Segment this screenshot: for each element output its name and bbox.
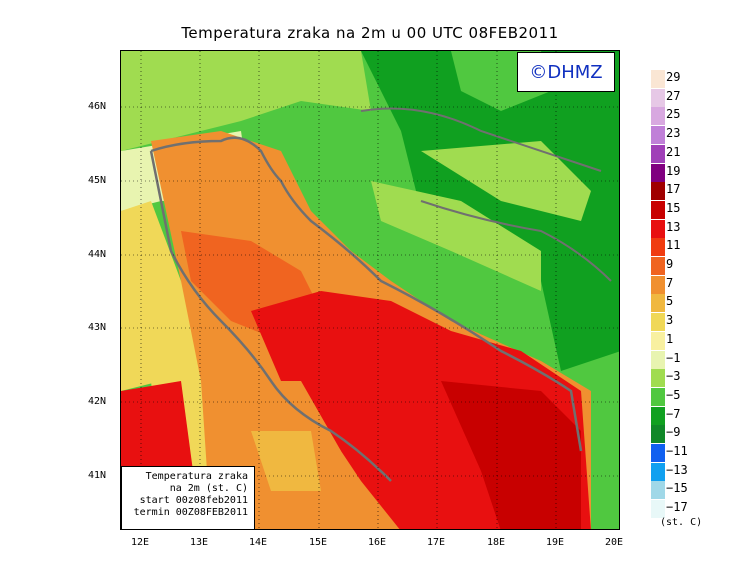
- legend-label: −3: [666, 369, 681, 384]
- map-title: Temperatura zraka na 2m u 00 UTC 08FEB20…: [181, 24, 559, 42]
- lon-label-14: 14E: [248, 537, 268, 548]
- legend-swatch: [651, 88, 665, 107]
- legend-swatch: [651, 275, 665, 294]
- legend-label: 3: [666, 313, 674, 328]
- legend-swatch: [651, 163, 665, 182]
- italian-coast: [149, 150, 392, 482]
- legend-label: 23: [666, 126, 681, 141]
- legend-label: −11: [666, 444, 688, 458]
- legend-swatch: [651, 425, 665, 444]
- legend-label: 21: [666, 144, 681, 159]
- lon-label-17: 17E: [426, 537, 446, 548]
- legend-swatch: [651, 462, 665, 481]
- lon-label-19: 19E: [545, 537, 565, 548]
- legend-swatch: [651, 107, 665, 126]
- legend-label: 5: [666, 294, 674, 309]
- info-line-3: start 00z08feb2011: [139, 495, 248, 506]
- dhmz-logo: ©DHMZ: [517, 52, 615, 92]
- puglia-yellow: [251, 431, 321, 491]
- lat-label-44: 44N: [88, 249, 107, 260]
- legend-unit: (st. C): [660, 517, 703, 528]
- legend-swatch: [651, 257, 665, 275]
- legend-swatch: [651, 126, 665, 145]
- temperature-field: [121, 51, 619, 529]
- lat-lon-grid: [121, 51, 619, 529]
- alps-zone: [121, 51, 371, 151]
- legend-swatch: [651, 294, 665, 313]
- info-line-4: termin 00Z08FEB2011: [133, 507, 248, 518]
- legend-swatch: [651, 238, 665, 257]
- legend-label: −13: [666, 462, 688, 477]
- legend-label: 15: [666, 200, 681, 215]
- lat-label-45: 45N: [88, 175, 107, 186]
- lat-label-41: 41N: [88, 470, 107, 481]
- legend-swatch: [651, 444, 665, 462]
- ionian-core: [441, 381, 581, 529]
- legend-swatch: [651, 70, 665, 88]
- lon-label-15: 15E: [308, 537, 328, 548]
- info-line-2: na 2m (st. C): [169, 483, 248, 494]
- legend-swatch: [651, 200, 665, 219]
- legend-swatch: [651, 500, 665, 519]
- lon-label-20: 20E: [604, 537, 624, 548]
- lat-label-42: 42N: [88, 396, 107, 407]
- legend-label: 9: [666, 257, 674, 271]
- temperature-map: [120, 50, 620, 530]
- legend-swatch: [651, 481, 665, 500]
- legend-label: 7: [666, 275, 674, 290]
- info-box: Temperatura zraka na 2m (st. C) start 00…: [121, 466, 255, 530]
- legend-label: 27: [666, 88, 681, 103]
- legend-label: 19: [666, 163, 681, 178]
- legend-label: −7: [666, 406, 681, 421]
- legend-label: −17: [666, 500, 688, 515]
- legend-label: −1: [666, 350, 681, 365]
- lon-label-16: 16E: [367, 537, 387, 548]
- legend-swatch: [651, 219, 665, 238]
- legend-label: 11: [666, 238, 681, 253]
- legend-label: −15: [666, 481, 688, 496]
- east-adriatic-coast: [150, 136, 583, 452]
- legend-swatch: [651, 144, 665, 163]
- lon-label-12: 12E: [130, 537, 150, 548]
- legend-swatch: [651, 350, 665, 369]
- country-borders: [360, 107, 612, 282]
- legend-label: −5: [666, 387, 681, 402]
- lat-label-46: 46N: [88, 101, 107, 112]
- legend-label: 25: [666, 107, 681, 122]
- legend-label: 29: [666, 70, 681, 84]
- legend-swatch: [651, 369, 665, 388]
- cold-zone: [361, 51, 619, 371]
- lon-label-18: 18E: [486, 537, 506, 548]
- lon-label-13: 13E: [189, 537, 209, 548]
- legend-label: 1: [666, 331, 674, 346]
- legend-swatch: [651, 313, 665, 332]
- legend-label: 13: [666, 219, 681, 234]
- lat-label-43: 43N: [88, 322, 107, 333]
- legend-swatch: [651, 387, 665, 406]
- legend-swatch: [651, 182, 665, 201]
- info-line-1: Temperatura zraka: [145, 471, 248, 482]
- legend-label: 17: [666, 182, 681, 197]
- legend-swatch: [651, 406, 665, 425]
- mild-zone-3: [371, 181, 541, 291]
- legend-label: −9: [666, 425, 681, 440]
- legend-swatch: [651, 331, 665, 350]
